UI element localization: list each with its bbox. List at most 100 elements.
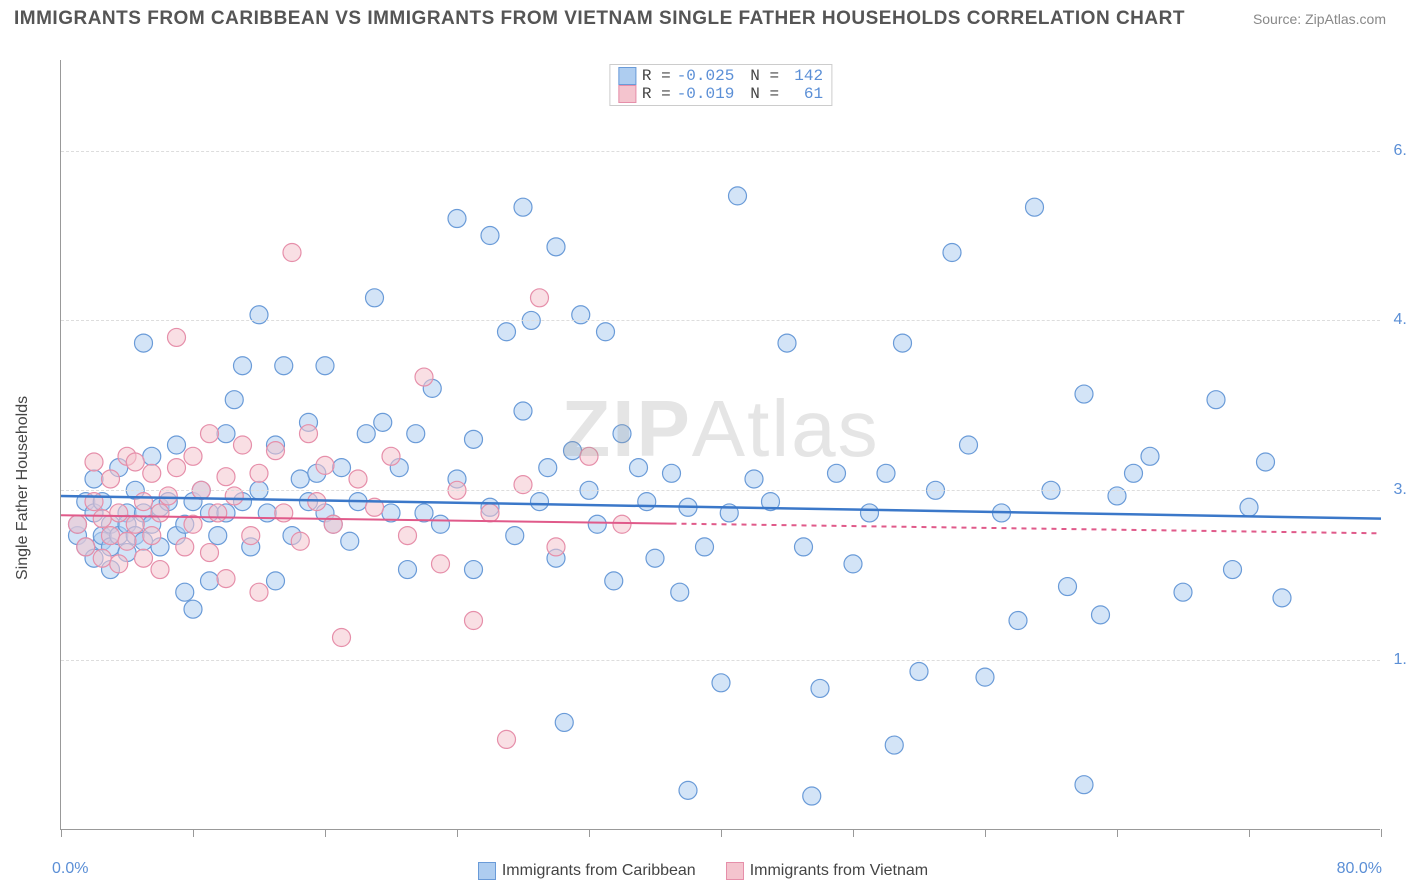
data-point (531, 289, 549, 307)
data-point (1273, 589, 1291, 607)
data-point (176, 538, 194, 556)
data-point (267, 442, 285, 460)
r-label: R = (642, 85, 671, 103)
data-point (333, 629, 351, 647)
data-point (209, 504, 227, 522)
data-point (110, 555, 128, 573)
data-point (283, 244, 301, 262)
gridline (61, 151, 1380, 152)
y-tick-label: 1.5% (1386, 651, 1406, 669)
data-point (1174, 583, 1192, 601)
data-point (547, 538, 565, 556)
r-value: -0.025 (677, 67, 735, 85)
data-point (679, 781, 697, 799)
data-point (357, 425, 375, 443)
data-point (976, 668, 994, 686)
data-point (803, 787, 821, 805)
x-tick (325, 829, 326, 837)
data-point (234, 436, 252, 454)
data-point (135, 334, 153, 352)
data-point (1059, 578, 1077, 596)
data-point (943, 244, 961, 262)
data-point (275, 357, 293, 375)
data-point (597, 323, 615, 341)
data-point (225, 391, 243, 409)
data-point (258, 504, 276, 522)
data-point (894, 334, 912, 352)
data-point (910, 662, 928, 680)
n-value: 142 (785, 67, 823, 85)
data-point (374, 413, 392, 431)
data-point (217, 570, 235, 588)
data-point (217, 468, 235, 486)
x-tick (1381, 829, 1382, 837)
data-point (1125, 464, 1143, 482)
data-point (778, 334, 796, 352)
data-point (506, 527, 524, 545)
gridline (61, 490, 1380, 491)
legend-item: Immigrants from Vietnam (726, 862, 928, 880)
data-point (234, 357, 252, 375)
data-point (1075, 776, 1093, 794)
x-tick (721, 829, 722, 837)
data-point (696, 538, 714, 556)
data-point (333, 459, 351, 477)
chart-area: ZIPAtlas R =-0.025N =142R =-0.019N = 61 … (60, 60, 1380, 830)
data-point (316, 357, 334, 375)
data-point (795, 538, 813, 556)
n-value: 61 (785, 85, 823, 103)
data-point (316, 456, 334, 474)
data-point (291, 532, 309, 550)
data-point (151, 504, 169, 522)
data-point (135, 493, 153, 511)
swatch-icon (478, 862, 496, 880)
data-point (448, 210, 466, 228)
data-point (143, 464, 161, 482)
data-point (729, 187, 747, 205)
data-point (168, 436, 186, 454)
n-label: N = (750, 85, 779, 103)
data-point (861, 504, 879, 522)
data-point (514, 198, 532, 216)
data-point (69, 515, 87, 533)
data-point (580, 447, 598, 465)
data-point (745, 470, 763, 488)
legend-label: Immigrants from Caribbean (502, 862, 696, 879)
data-point (877, 464, 895, 482)
data-point (712, 674, 730, 692)
x-tick (61, 829, 62, 837)
data-point (1092, 606, 1110, 624)
data-point (498, 730, 516, 748)
chart-title: IMMIGRANTS FROM CARIBBEAN VS IMMIGRANTS … (14, 8, 1185, 30)
data-point (341, 532, 359, 550)
regression-line-dashed (672, 524, 1382, 534)
data-point (663, 464, 681, 482)
data-point (828, 464, 846, 482)
data-point (555, 713, 573, 731)
data-point (588, 515, 606, 533)
data-point (465, 612, 483, 630)
data-point (85, 470, 103, 488)
data-point (885, 736, 903, 754)
gridline (61, 660, 1380, 661)
y-tick-label: 6.0% (1386, 142, 1406, 160)
data-point (481, 504, 499, 522)
data-point (844, 555, 862, 573)
data-point (407, 425, 425, 443)
data-point (168, 459, 186, 477)
data-point (399, 561, 417, 579)
data-point (564, 442, 582, 460)
data-point (531, 493, 549, 511)
data-point (168, 328, 186, 346)
data-point (613, 425, 631, 443)
data-point (613, 515, 631, 533)
data-point (960, 436, 978, 454)
data-point (102, 470, 120, 488)
data-point (1009, 612, 1027, 630)
data-point (143, 527, 161, 545)
data-point (267, 572, 285, 590)
data-point (143, 447, 161, 465)
data-point (102, 527, 120, 545)
data-point (498, 323, 516, 341)
data-point (432, 515, 450, 533)
